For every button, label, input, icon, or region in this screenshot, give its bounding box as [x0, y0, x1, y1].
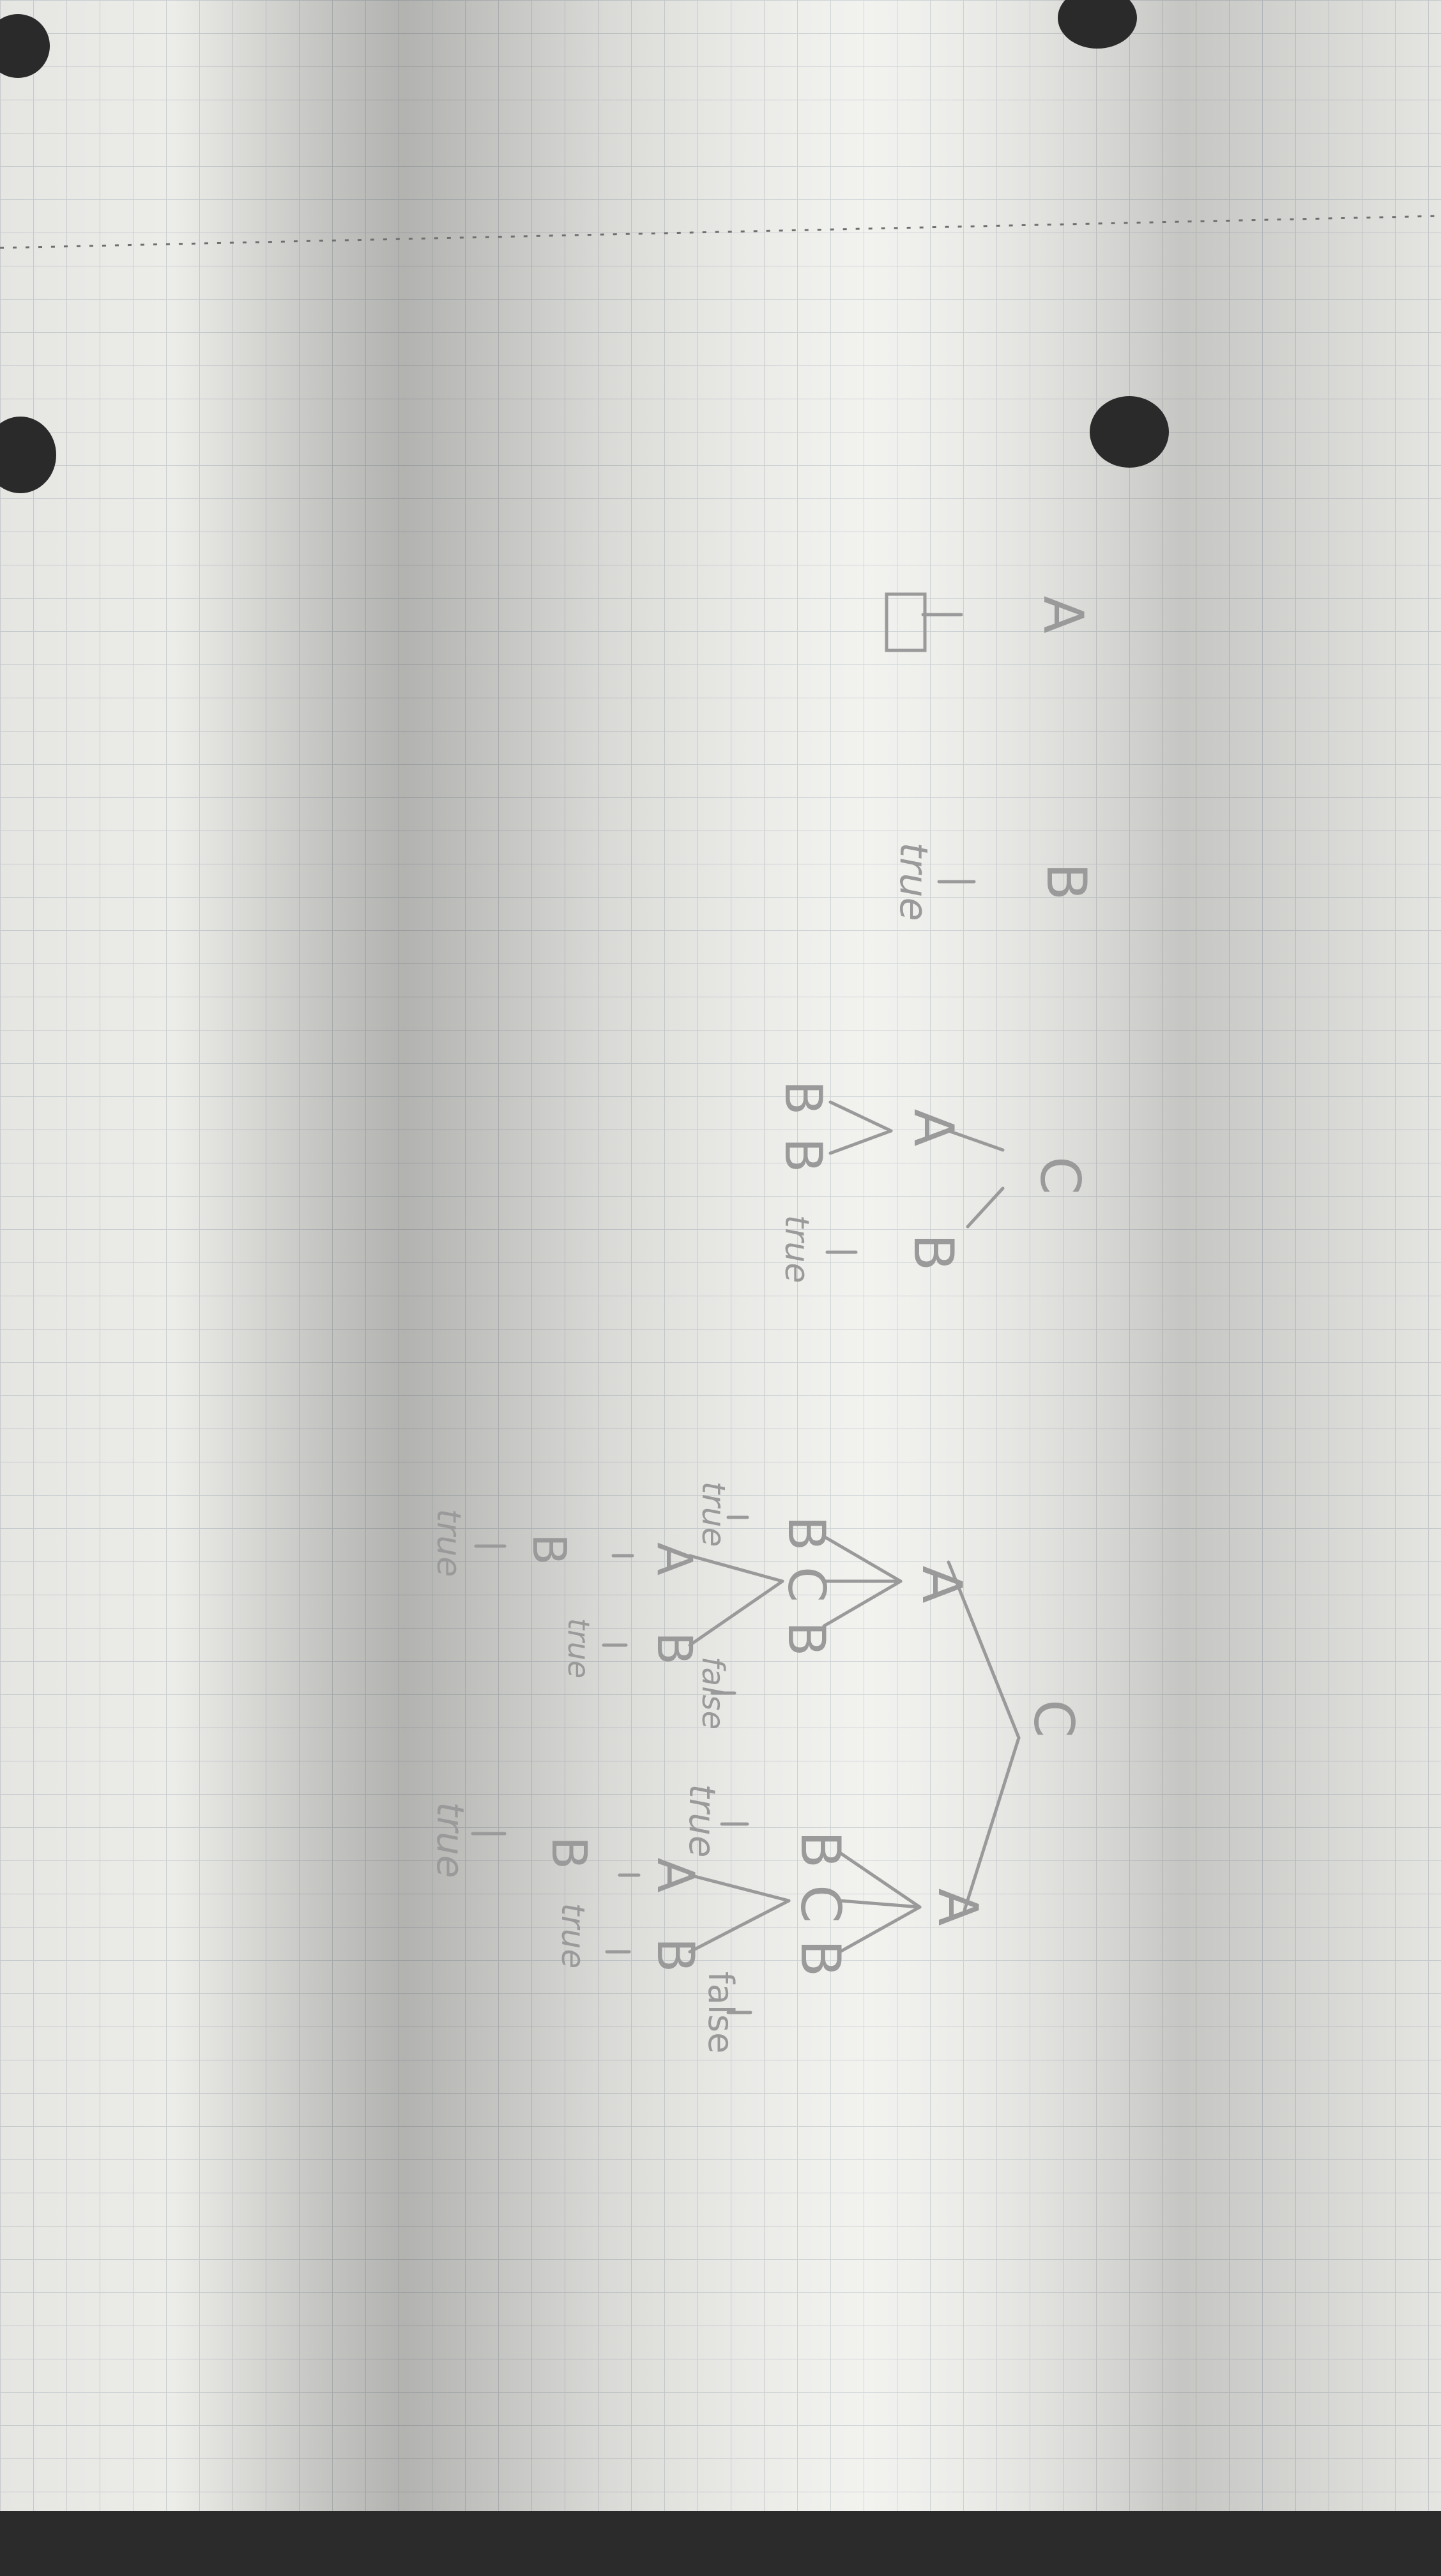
- punch-hole: [1090, 396, 1169, 468]
- node-label: B: [646, 1938, 705, 1973]
- shadow-band: [0, 0, 1441, 2511]
- leaf-label: true: [429, 1509, 468, 1577]
- node-label: B: [901, 1234, 965, 1271]
- punch-hole: [0, 14, 50, 78]
- node-label: A: [646, 1542, 703, 1575]
- node-label: C: [1028, 1156, 1092, 1195]
- perforation-line: [0, 215, 1441, 249]
- leaf-label: true: [554, 1903, 591, 1969]
- leaf-label: true: [695, 1482, 732, 1547]
- node-label: B: [774, 1138, 833, 1173]
- leaf-label: true: [561, 1618, 596, 1678]
- node-label: B: [774, 1080, 833, 1116]
- node-label: B: [646, 1632, 703, 1665]
- node-label: A: [1031, 596, 1095, 634]
- node-label: C: [1021, 1699, 1085, 1738]
- tree-b: B true: [891, 842, 1098, 921]
- node-label: C: [777, 1567, 836, 1602]
- node-label: B: [788, 1831, 852, 1869]
- node-label: B: [541, 1836, 598, 1869]
- node-label: A: [926, 1889, 989, 1926]
- node-label: A: [910, 1566, 973, 1604]
- node-label: B: [788, 1940, 852, 1977]
- node-label: B: [777, 1621, 836, 1657]
- table-surface: [0, 2511, 1441, 2576]
- node-label: B: [522, 1533, 576, 1565]
- tree-a: A □: [868, 596, 1095, 634]
- tree-edges: [471, 592, 1021, 2014]
- node-label: A: [901, 1109, 965, 1147]
- punch-hole: [1058, 0, 1137, 49]
- tree-c: C A B B B true: [774, 1080, 1092, 1284]
- leaf-label: false: [695, 1657, 731, 1729]
- leaf-label: false: [701, 1972, 741, 2053]
- leaf-label: true: [777, 1215, 816, 1284]
- leaf-label: true: [891, 842, 936, 921]
- node-label: A: [646, 1858, 705, 1893]
- leaf-label: true: [681, 1784, 722, 1858]
- node-label: C: [788, 1885, 852, 1923]
- tree-big: C A B C B true A B false B true true A B…: [429, 1482, 1085, 2054]
- node-label: B: [1034, 863, 1098, 901]
- node-label: B: [777, 1516, 836, 1551]
- punch-hole: [0, 417, 56, 493]
- leaf-label: true: [429, 1802, 472, 1878]
